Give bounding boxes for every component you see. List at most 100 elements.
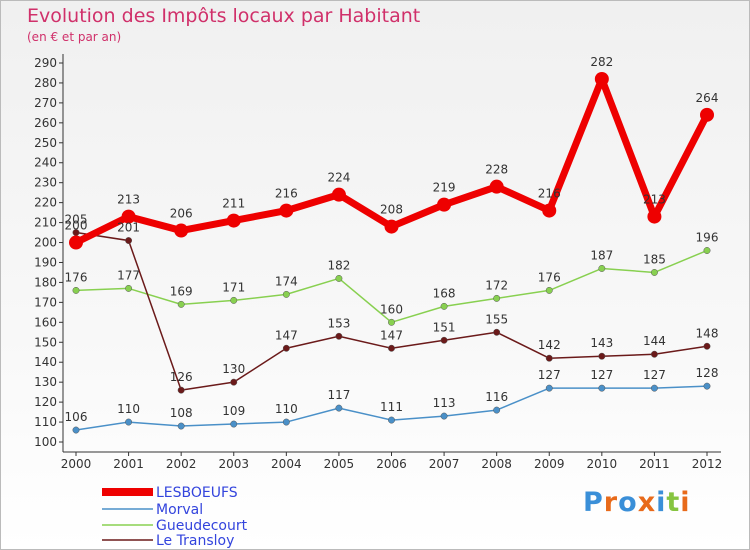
y-tick-label: 250 bbox=[34, 136, 57, 150]
data-point bbox=[388, 344, 395, 352]
data-point bbox=[703, 382, 711, 390]
legend-label: Gueudecourt bbox=[156, 518, 248, 534]
data-label: 142 bbox=[538, 338, 561, 352]
logo-letter: o bbox=[618, 487, 638, 518]
data-point bbox=[230, 296, 238, 304]
data-point bbox=[72, 426, 80, 434]
legend-label: Morval bbox=[156, 502, 203, 518]
proxiti-logo: Proxiti bbox=[583, 487, 691, 518]
logo-letter: i bbox=[680, 487, 691, 518]
y-tick-label: 230 bbox=[34, 176, 57, 190]
data-point bbox=[493, 406, 501, 414]
data-label: 172 bbox=[485, 278, 508, 292]
data-point bbox=[174, 223, 189, 238]
data-label: 127 bbox=[590, 368, 613, 382]
data-label: 151 bbox=[433, 320, 456, 334]
y-tick-label: 280 bbox=[34, 76, 57, 90]
data-label: 109 bbox=[222, 404, 245, 418]
y-tick-label: 160 bbox=[34, 315, 57, 329]
data-label: 171 bbox=[222, 280, 245, 294]
y-tick-label: 220 bbox=[34, 196, 57, 210]
data-label: 143 bbox=[590, 336, 613, 350]
data-label: 168 bbox=[433, 286, 456, 300]
data-point bbox=[388, 318, 395, 326]
data-label: 147 bbox=[380, 328, 403, 342]
data-label: 128 bbox=[696, 366, 719, 380]
data-label: 264 bbox=[696, 91, 719, 105]
data-label: 148 bbox=[696, 326, 719, 340]
data-point bbox=[177, 422, 185, 430]
data-label: 211 bbox=[222, 197, 245, 211]
data-point bbox=[647, 209, 662, 224]
data-point bbox=[282, 418, 290, 426]
data-label: 127 bbox=[643, 368, 666, 382]
y-tick-label: 290 bbox=[34, 56, 57, 70]
data-point bbox=[230, 420, 238, 428]
chart-subtitle: (en € et par an) bbox=[27, 30, 122, 44]
data-point bbox=[282, 344, 290, 352]
y-tick-label: 170 bbox=[34, 295, 57, 309]
data-point bbox=[125, 284, 133, 292]
x-tick-label: 2003 bbox=[218, 457, 249, 471]
data-point bbox=[282, 290, 290, 298]
data-point bbox=[335, 404, 343, 412]
data-label: 282 bbox=[590, 55, 613, 69]
data-point bbox=[545, 384, 553, 392]
y-tick-label: 140 bbox=[34, 355, 57, 369]
data-point bbox=[489, 179, 504, 194]
data-point bbox=[650, 384, 658, 392]
data-point bbox=[703, 247, 711, 254]
data-point bbox=[177, 386, 185, 394]
data-label: 213 bbox=[643, 193, 666, 207]
logo-letter: x bbox=[637, 487, 657, 518]
y-tick-label: 200 bbox=[34, 236, 57, 250]
data-label: 113 bbox=[433, 396, 456, 410]
x-tick-label: 2001 bbox=[113, 457, 144, 471]
legend-label: LESBOEUFS bbox=[156, 485, 238, 501]
data-point bbox=[335, 274, 343, 282]
data-point bbox=[598, 352, 606, 360]
data-point bbox=[226, 213, 241, 228]
data-point bbox=[335, 332, 343, 340]
data-point bbox=[177, 300, 185, 308]
data-label: 153 bbox=[327, 316, 350, 330]
data-point bbox=[650, 350, 658, 358]
data-label: 126 bbox=[170, 370, 193, 384]
data-point bbox=[545, 354, 553, 362]
data-point bbox=[279, 203, 294, 218]
y-tick-label: 130 bbox=[34, 375, 57, 389]
logo-letter: t bbox=[666, 487, 681, 518]
data-label: 176 bbox=[538, 270, 561, 284]
data-point bbox=[542, 203, 557, 218]
data-label: 187 bbox=[590, 248, 613, 262]
y-tick-label: 210 bbox=[34, 216, 57, 230]
y-tick-label: 270 bbox=[34, 96, 57, 110]
data-point bbox=[493, 294, 501, 302]
x-tick-label: 2004 bbox=[271, 457, 302, 471]
x-tick-label: 2007 bbox=[429, 457, 460, 471]
data-point bbox=[440, 412, 448, 420]
x-tick-label: 2008 bbox=[481, 457, 512, 471]
data-point bbox=[493, 328, 501, 336]
data-label: 110 bbox=[117, 402, 140, 416]
data-point bbox=[388, 416, 395, 424]
x-tick-label: 2010 bbox=[587, 457, 618, 471]
data-label: 216 bbox=[275, 187, 298, 201]
data-label: 206 bbox=[170, 207, 193, 221]
data-label: 160 bbox=[380, 302, 403, 316]
data-point bbox=[700, 107, 714, 122]
data-label: 200 bbox=[65, 219, 88, 233]
data-label: 169 bbox=[170, 284, 193, 298]
y-tick-label: 180 bbox=[34, 275, 57, 289]
data-label: 110 bbox=[275, 402, 298, 416]
data-label: 208 bbox=[380, 203, 403, 217]
data-label: 127 bbox=[538, 368, 561, 382]
data-point bbox=[598, 384, 606, 392]
data-point bbox=[594, 71, 609, 86]
data-point bbox=[331, 187, 346, 202]
data-label: 213 bbox=[117, 193, 140, 207]
data-label: 176 bbox=[65, 270, 88, 284]
data-label: 111 bbox=[380, 400, 403, 414]
